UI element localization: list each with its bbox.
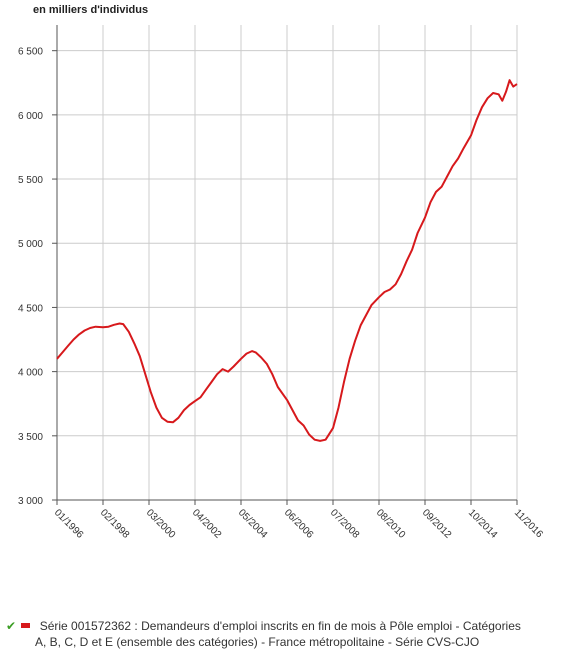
x-tick-label: 04/2002	[190, 507, 224, 541]
check-icon: ✔	[6, 619, 17, 633]
x-tick-label: 01/1996	[52, 507, 86, 541]
legend[interactable]: ✔ Série 001572362 : Demandeurs d'emploi …	[6, 618, 576, 650]
series-line-0	[56, 79, 518, 442]
y-tick-label: 4 000	[18, 368, 43, 379]
y-tick-label: 3 000	[18, 496, 43, 507]
x-tick-label: 11/2016	[512, 507, 545, 540]
x-tick-label: 05/2004	[236, 507, 270, 541]
y-tick-label: 6 000	[18, 111, 43, 122]
x-tick-label: 10/2014	[466, 507, 500, 541]
x-tick-labels: 01/1996 02/1998 03/2000 04/2002 05/2004 06/20…	[52, 507, 545, 541]
x-tick-label: 09/2012	[420, 507, 454, 541]
legend-text-line2: A, B, C, D et E (ensemble des catégories…	[35, 635, 480, 649]
x-tick-label: 06/2006	[282, 507, 316, 541]
x-tick-label: 07/2008	[328, 507, 362, 541]
series-group	[56, 79, 518, 442]
y-tick-labels: 3 000 3 500 4 000 4 500 5 000 5 500 6 000 6 500	[18, 47, 43, 507]
y-tick-label: 4 500	[18, 303, 43, 314]
y-tick-label: 5 500	[18, 175, 43, 186]
y-tick-label: 6 500	[18, 47, 43, 58]
unit-label: en milliers d'individus	[33, 4, 148, 16]
x-tick-label: 08/2010	[374, 507, 408, 541]
x-tick-label: 03/2000	[144, 507, 178, 541]
x-tick-label: 02/1998	[98, 507, 132, 541]
legend-text-line1: Série 001572362 : Demandeurs d'emploi in…	[39, 619, 521, 633]
grid-lines	[56, 25, 518, 501]
y-tick-label: 5 000	[18, 239, 43, 250]
y-tick-label: 3 500	[18, 432, 43, 443]
axes	[52, 25, 518, 505]
legend-swatch	[21, 623, 31, 629]
line-chart: en milliers d'individus 3 000 3 500 4 000 4…	[18, 4, 545, 541]
